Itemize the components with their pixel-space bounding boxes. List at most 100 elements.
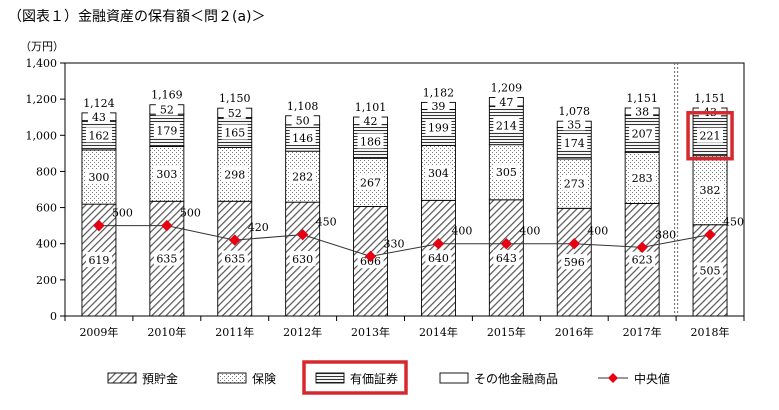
total-label: 1,151 (694, 92, 726, 105)
data-label-預貯金-2015年: 643 (496, 252, 517, 265)
value-label-bg (493, 164, 520, 180)
data-label-有価証券-2013年: 186 (360, 135, 381, 148)
data-label-その他金融商品-2011年: 52 (228, 107, 242, 120)
data-label-有価証券-2010年: 179 (156, 124, 177, 137)
median-label: 380 (655, 228, 676, 241)
total-label: 1,078 (559, 105, 591, 118)
median-point (364, 250, 377, 263)
value-label-bg (223, 106, 246, 119)
y-tick-label: 200 (36, 274, 57, 287)
value-label-bg (291, 114, 314, 127)
data-label-保険-2009年: 300 (88, 171, 109, 184)
y-tick-label: 1,000 (26, 129, 58, 142)
value-label-bg (629, 169, 656, 185)
data-label-保険-2010年: 303 (156, 168, 177, 181)
x-tick-label: 2018年 (691, 325, 730, 339)
data-label-預貯金-2014年: 640 (428, 252, 449, 265)
value-label-bg (563, 118, 586, 131)
x-tick-label: 2014年 (419, 325, 458, 339)
median-point (568, 238, 580, 250)
legend-swatch (315, 372, 345, 384)
median-point (296, 228, 309, 241)
data-label-その他金融商品-2009年: 43 (92, 111, 106, 124)
data-label-保険-2013年: 267 (360, 176, 381, 189)
data-label-預貯金-2018年: 505 (700, 264, 721, 277)
legend-label: その他金融商品 (474, 371, 558, 386)
data-label-有価証券-2014年: 199 (428, 121, 449, 134)
legend-swatch (439, 372, 469, 384)
y-tick-label: 0 (50, 310, 57, 323)
data-label-その他金融商品-2013年: 42 (364, 115, 378, 128)
value-label-bg (561, 135, 588, 151)
y-tick-label: 1,400 (26, 57, 58, 70)
legend-swatch (107, 372, 137, 384)
value-label-bg (425, 250, 452, 266)
median-point (704, 228, 716, 241)
value-label-bg (85, 127, 112, 143)
median-point (432, 238, 445, 250)
x-tick-label: 2012年 (283, 325, 322, 339)
median-label: 420 (248, 221, 269, 234)
value-label-bg (85, 252, 112, 268)
data-label-有価証券-2018年: 221 (700, 130, 721, 143)
total-label: 1,169 (151, 89, 183, 102)
data-label-有価証券-2016年: 174 (564, 137, 585, 150)
x-tick-label: 2016年 (555, 325, 594, 339)
chart-title: （図表１）金融資産の保有額＜問２(a)＞ (8, 9, 266, 25)
legend-highlight-box (302, 360, 408, 395)
median-label: 400 (587, 225, 608, 238)
value-label-bg (697, 127, 724, 143)
data-label-預貯金-2012年: 630 (292, 253, 313, 266)
data-label-預貯金-2009年: 619 (88, 254, 109, 267)
data-label-預貯金-2011年: 635 (224, 253, 245, 266)
value-label-bg (155, 103, 178, 116)
value-label-bg (425, 119, 452, 135)
total-label: 1,182 (423, 86, 455, 99)
data-label-保険-2012年: 282 (292, 171, 313, 184)
value-label-bg (359, 114, 382, 127)
data-label-有価証券-2015年: 214 (496, 119, 517, 132)
data-label-保険-2011年: 298 (224, 168, 245, 181)
x-tick-label: 2011年 (215, 325, 254, 339)
value-label-bg (85, 169, 112, 185)
x-tick-label: 2017年 (623, 325, 662, 339)
value-label-bg (493, 117, 520, 133)
median-label: 450 (316, 216, 337, 229)
x-tick-label: 2015年 (487, 325, 526, 339)
median-label: 500 (112, 207, 133, 220)
total-label: 1,101 (355, 101, 387, 114)
legend-swatch (217, 372, 247, 384)
data-label-保険-2017年: 283 (632, 172, 653, 185)
data-label-有価証券-2012年: 146 (292, 132, 313, 145)
median-label: 500 (180, 207, 201, 220)
value-label-bg (697, 182, 724, 198)
data-label-その他金融商品-2014年: 39 (431, 100, 445, 113)
total-label: 1,108 (287, 100, 319, 113)
data-label-預貯金-2017年: 623 (632, 254, 653, 267)
median-point (229, 234, 241, 246)
data-label-保険-2018年: 382 (700, 184, 721, 197)
y-axis-label: （万円） (20, 40, 64, 53)
value-label-bg (629, 251, 656, 267)
median-label: 400 (519, 225, 540, 238)
value-label-bg (561, 254, 588, 270)
data-label-預貯金-2010年: 635 (156, 253, 177, 266)
median-line (98, 225, 711, 257)
value-label-bg (357, 174, 384, 190)
legend-label: 有価証券 (350, 371, 398, 386)
highlight-box (686, 111, 734, 161)
value-label-bg (697, 262, 724, 278)
data-label-保険-2014年: 304 (428, 167, 449, 180)
value-label-bg (357, 133, 384, 149)
value-label-bg (495, 95, 518, 108)
median-point (636, 241, 648, 254)
x-tick-label: 2010年 (147, 325, 186, 339)
median-point (161, 219, 173, 232)
y-tick-label: 400 (36, 238, 57, 251)
data-label-保険-2016年: 273 (564, 178, 585, 191)
value-label-bg (87, 110, 110, 123)
value-label-bg (153, 122, 180, 138)
data-label-その他金融商品-2012年: 50 (296, 114, 310, 127)
total-label: 1,151 (626, 92, 658, 105)
